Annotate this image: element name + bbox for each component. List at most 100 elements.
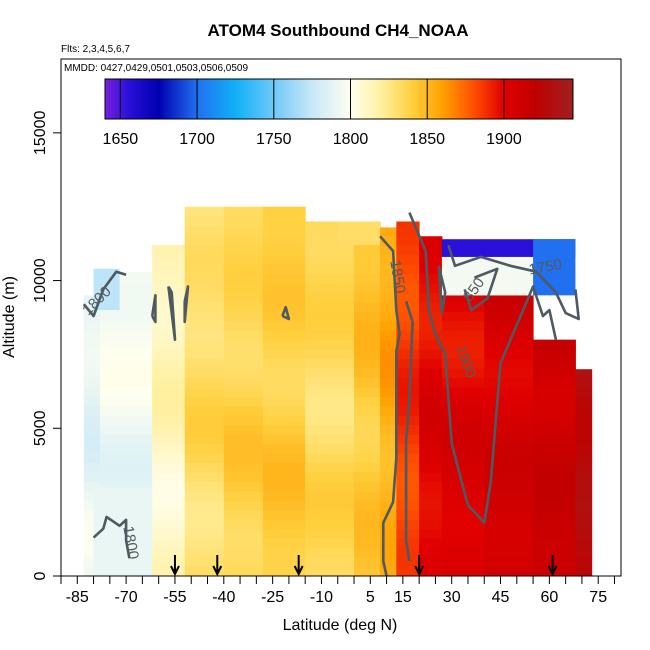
heatmap-cell (305, 500, 355, 511)
heatmap-cell (223, 301, 264, 312)
heatmap-cell (100, 415, 153, 426)
heatmap-cell (533, 481, 576, 492)
heatmap-cell (184, 528, 225, 539)
heatmap-cell (152, 368, 186, 378)
heatmap-cell (484, 377, 534, 388)
heatmap-cell (441, 330, 485, 341)
heatmap-cell (305, 339, 355, 350)
heatmap-cell (484, 386, 534, 397)
heatmap-cell (83, 301, 101, 312)
heatmap-cell (380, 301, 397, 312)
heatmap-cell (223, 509, 264, 520)
heatmap-cell (83, 358, 101, 369)
heatmap-cell (380, 557, 397, 568)
heatmap-cell (380, 415, 397, 426)
heatmap-cell (396, 566, 420, 576)
flight-arrows (170, 555, 558, 576)
heatmap-cell (262, 377, 306, 388)
heatmap-cell (441, 295, 485, 303)
heatmap-cell (152, 349, 186, 360)
heatmap-cell (305, 519, 355, 530)
heatmap-cell (354, 443, 381, 454)
heatmap-cell (484, 443, 534, 454)
heatmap-cell (396, 282, 420, 293)
heatmap-cell (419, 368, 443, 378)
heatmap-cell (380, 386, 397, 397)
heatmap-cell (419, 500, 443, 511)
heatmap-cell (380, 227, 397, 237)
heatmap-cell (83, 377, 101, 388)
heatmap-cell (419, 339, 443, 350)
heatmap-cell (184, 462, 225, 473)
heatmap-cell (396, 386, 420, 397)
heatmap-cell (262, 207, 306, 218)
heatmap-cell (441, 415, 485, 426)
heatmap-patch (533, 239, 576, 296)
heatmap-cell (419, 566, 443, 576)
flight-arrow-head (170, 565, 180, 576)
contour-line (408, 212, 558, 525)
heatmap-cell (380, 472, 397, 482)
heatmap-cell (380, 330, 397, 341)
heatmap-cell (419, 292, 443, 303)
heatmap-cell (262, 292, 306, 303)
heatmap-cell (83, 396, 101, 407)
heatmap-cell (223, 207, 264, 218)
heatmap-cell (223, 254, 264, 265)
heatmap-cell (184, 330, 225, 341)
heatmap-cell (380, 528, 397, 539)
heatmap-cell (184, 472, 225, 482)
heatmap-cell (354, 386, 381, 397)
heatmap-cell (419, 453, 443, 464)
heatmap-cell (484, 490, 534, 501)
heatmap-cell (484, 547, 534, 558)
heatmap-cell (305, 490, 355, 501)
heatmap-cell (575, 415, 593, 426)
heatmap-cell (354, 481, 381, 492)
heatmap-cell (223, 519, 264, 530)
heatmap-cell (262, 481, 306, 492)
contour-line (463, 267, 499, 312)
heatmap-cell (262, 320, 306, 331)
heatmap-cell (223, 311, 264, 322)
heatmap-cell (262, 226, 306, 237)
heatmap-cell (575, 528, 593, 539)
heatmap-cell (354, 405, 381, 416)
y-tick-label: 15000 (32, 111, 49, 156)
colorbar-tick-label: 1700 (179, 131, 215, 148)
heatmap-cell (533, 528, 576, 539)
heatmap-cell (223, 264, 264, 274)
heatmap-cell (100, 462, 153, 473)
heatmap-cell (184, 500, 225, 511)
heatmap-cell (305, 566, 355, 576)
heatmap-cell (305, 301, 355, 312)
x-tick-label: -70 (115, 589, 138, 606)
heatmap-cell (441, 509, 485, 520)
heatmap-cell (83, 528, 101, 539)
heatmap-cell (305, 235, 355, 246)
heatmap-cell (533, 547, 576, 558)
heatmap-cell (419, 282, 443, 293)
heatmap-cell (354, 282, 381, 293)
x-tick-label: -25 (261, 589, 284, 606)
heatmap-cell (184, 509, 225, 520)
heatmap-cell (419, 273, 443, 284)
contour-line (447, 244, 580, 321)
heatmap-cell (223, 538, 264, 549)
heatmap-cell (100, 396, 153, 407)
heatmap-cell (152, 453, 186, 464)
heatmap-cell (262, 386, 306, 397)
heatmap-cell (380, 377, 397, 388)
heatmap-cell (380, 490, 397, 501)
heatmap-cell (533, 490, 576, 501)
heatmap-cell (83, 490, 101, 501)
heatmap-cell (441, 462, 485, 473)
heatmap-cell (262, 245, 306, 256)
heatmap-cell (152, 557, 186, 568)
heatmap-cell (152, 339, 186, 350)
contour-label: 1750 (527, 256, 563, 279)
flight-arrow-head (293, 565, 304, 576)
heatmap-cell (152, 245, 186, 256)
heatmap-cell (262, 500, 306, 511)
heatmap-cell (262, 235, 306, 246)
